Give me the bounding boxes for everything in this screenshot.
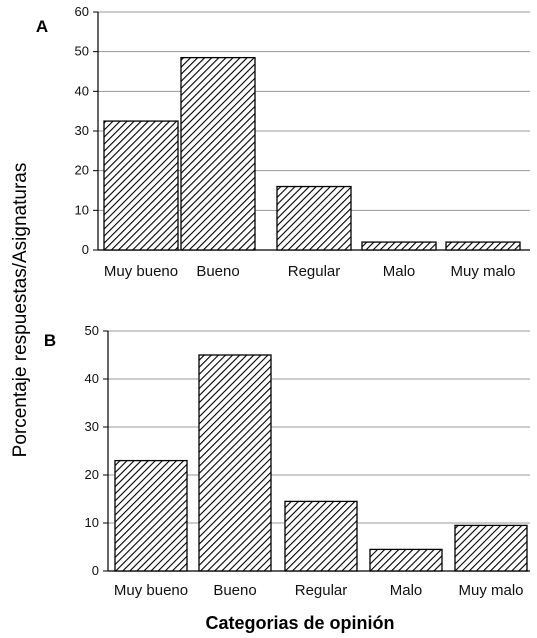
chart-panel-a: 0 10 20 30 40 50 60 Muy bueno Bueno Regular Malo Mu… <box>36 4 530 280</box>
x-axis-title: Categorias de opinión <box>205 613 394 633</box>
x-category-label: Bueno <box>196 263 239 280</box>
x-category-label: Regular <box>288 263 341 280</box>
x-category-label: Malo <box>383 263 416 280</box>
y-tick-label: 50 <box>75 44 89 59</box>
y-tick-label: 30 <box>85 419 99 434</box>
bar-malo <box>369 548 443 572</box>
x-category-label: Muy malo <box>458 582 523 599</box>
bar-muy-malo <box>454 524 528 572</box>
y-axis-title: Porcentaje respuestas/Asignaturas <box>10 163 31 458</box>
y-tick-label: 20 <box>85 467 99 482</box>
x-category-label: Muy bueno <box>104 263 178 280</box>
y-tick-label: 30 <box>75 123 89 138</box>
panel-label: A <box>36 17 48 36</box>
y-tick-label: 0 <box>92 563 99 578</box>
x-category-label: Muy bueno <box>114 582 188 599</box>
bar-regular <box>284 500 358 572</box>
y-tick-label: 50 <box>85 323 99 338</box>
y-tick-label: 40 <box>75 83 89 98</box>
y-tick-label: 10 <box>85 515 99 530</box>
y-tick-label: 0 <box>82 242 89 257</box>
bar-muy-bueno <box>103 120 179 251</box>
panel-label: B <box>44 331 56 350</box>
y-tick-label: 40 <box>85 371 99 386</box>
bar-muy-malo <box>445 241 521 251</box>
x-category-label: Malo <box>390 582 423 599</box>
x-category-label: Regular <box>295 582 348 599</box>
x-category-label: Bueno <box>213 582 256 599</box>
chart-panel-b: 0 10 20 30 40 50 Muy bueno Bueno Regular Malo Muy … <box>44 323 530 599</box>
bar-muy-bueno <box>114 459 188 572</box>
bar-regular <box>276 185 352 251</box>
y-tick-label: 60 <box>75 4 89 19</box>
bar-bueno <box>198 354 272 572</box>
y-tick-label: 20 <box>75 163 89 178</box>
bar-malo <box>361 241 437 251</box>
x-category-label: Muy malo <box>450 263 515 280</box>
bar-bueno <box>180 56 256 251</box>
y-tick-label: 10 <box>75 202 89 217</box>
